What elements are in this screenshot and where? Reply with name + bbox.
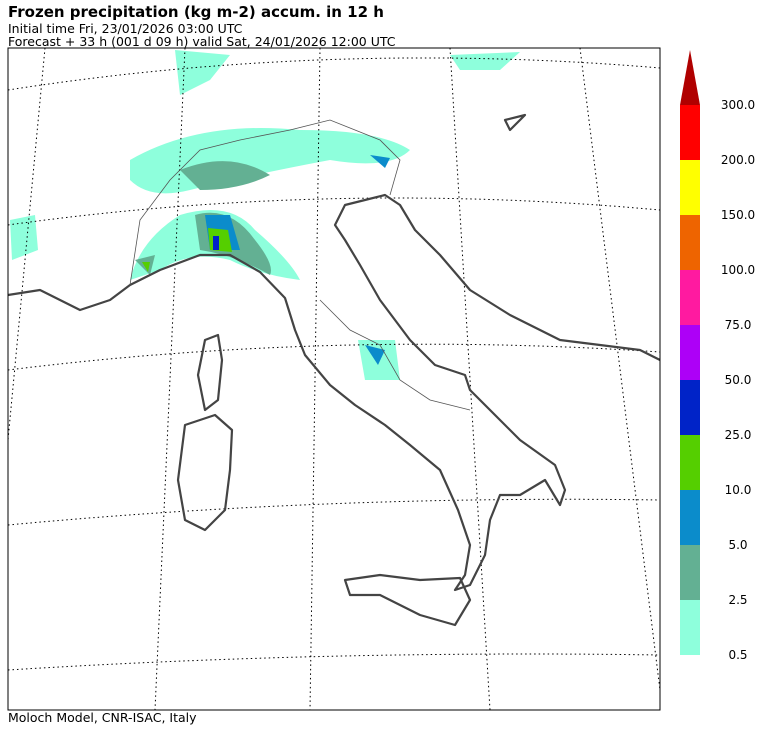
precipitation-area xyxy=(142,262,150,272)
colorbar-segment xyxy=(680,600,700,655)
precipitation-area xyxy=(365,345,385,365)
precipitation-area xyxy=(175,50,230,95)
colorbar-label: 200.0 xyxy=(720,153,756,167)
colorbar-label: 150.0 xyxy=(720,208,756,222)
colorbar-extend-arrow xyxy=(680,50,700,105)
colorbar-label: 5.0 xyxy=(728,538,748,552)
colorbar-label: 2.5 xyxy=(728,593,748,607)
forecast-valid-time: Forecast + 33 h (001 d 09 h) valid Sat, … xyxy=(8,34,396,49)
coastline xyxy=(7,113,661,627)
colorbar-label: 25.0 xyxy=(724,428,752,442)
map-title: Frozen precipitation (kg m-2) accum. in … xyxy=(8,3,384,21)
initial-time: Initial time Fri, 23/01/2026 03:00 UTC xyxy=(8,21,243,36)
colorbar-segment xyxy=(680,270,700,325)
colorbar-segment xyxy=(680,435,700,490)
colorbar-label: 300.0 xyxy=(720,98,756,112)
precipitation-area xyxy=(180,161,270,190)
colorbar-label: 75.0 xyxy=(724,318,752,332)
colorbar-label: 0.5 xyxy=(728,648,748,662)
colorbar-segment xyxy=(680,545,700,600)
colorbar-segment xyxy=(680,215,700,270)
precipitation-area xyxy=(213,236,219,250)
precipitation-field xyxy=(10,50,520,380)
graticule xyxy=(7,47,661,711)
colorbar-label: 50.0 xyxy=(724,373,752,387)
precipitation-area xyxy=(450,52,520,70)
colorbar xyxy=(680,50,700,655)
colorbar-label: 100.0 xyxy=(720,263,756,277)
borders xyxy=(129,119,471,411)
colorbar-segment xyxy=(680,490,700,545)
colorbar-label: 10.0 xyxy=(724,483,752,497)
precipitation-area xyxy=(370,155,390,168)
precipitation-area xyxy=(10,215,38,260)
colorbar-segment xyxy=(680,160,700,215)
colorbar-segment xyxy=(680,380,700,435)
map-frame xyxy=(7,47,661,711)
precipitation-area xyxy=(130,128,410,194)
colorbar-segment xyxy=(680,105,700,160)
colorbar-segment xyxy=(680,325,700,380)
footer-credit: Moloch Model, CNR-ISAC, Italy xyxy=(8,710,197,725)
